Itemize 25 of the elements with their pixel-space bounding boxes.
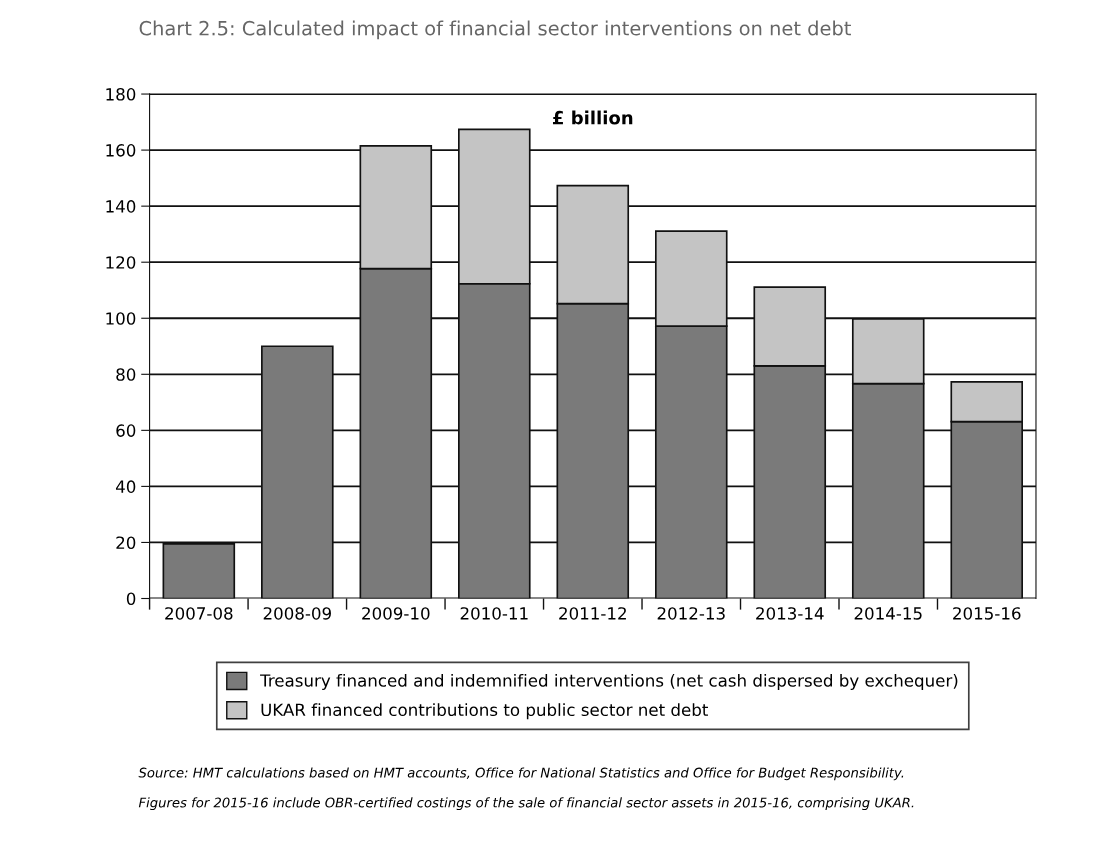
y-tick-label: 80 [116, 368, 136, 381]
y-tick-label: 140 [106, 200, 136, 213]
y-tick-label: 20 [116, 536, 136, 550]
source-note: Source: HMT calculations based on HMT accounts, Office for National Statistics and Office for Budget Responsibility. [138, 767, 904, 781]
y-tick-label: 180 [106, 88, 136, 101]
y-tick-label: 100 [106, 312, 136, 325]
y-tick-label: 0 [126, 592, 136, 606]
annotation: £ billion [552, 110, 633, 125]
x-tick-label: 2009-10 [362, 607, 430, 620]
chart-title: Chart 2.5: Calculated impact of financial sector interventions on net debt [139, 20, 851, 40]
y-tick-label: 160 [106, 144, 136, 157]
y-tick-label: 120 [106, 256, 136, 269]
y-tick-label: 40 [115, 480, 136, 493]
legend-label: Treasury financed and indemnified interventions (net cash dispersed by exchequer) [260, 673, 958, 691]
y-tick-label: 60 [116, 424, 136, 437]
legend-label: UKAR financed contributions to public sector net debt [261, 703, 708, 720]
x-tick-label: 2007-08 [165, 607, 233, 620]
x-tick-label: 2012-13 [657, 607, 725, 620]
x-tick-label: 2011-12 [559, 607, 626, 620]
x-tick-label: 2015-16 [953, 607, 1021, 620]
x-tick-label: 2013-14 [756, 607, 824, 620]
text: Figures for 2015-16 include OBR-certified costings of the sale of financial sector assets in 2015-16, comprising UKAR. [138, 797, 914, 811]
x-tick-label: 2010-11 [460, 607, 528, 620]
x-tick-label: 2008-09 [263, 607, 331, 620]
x-tick-label: 2014-15 [854, 607, 922, 620]
